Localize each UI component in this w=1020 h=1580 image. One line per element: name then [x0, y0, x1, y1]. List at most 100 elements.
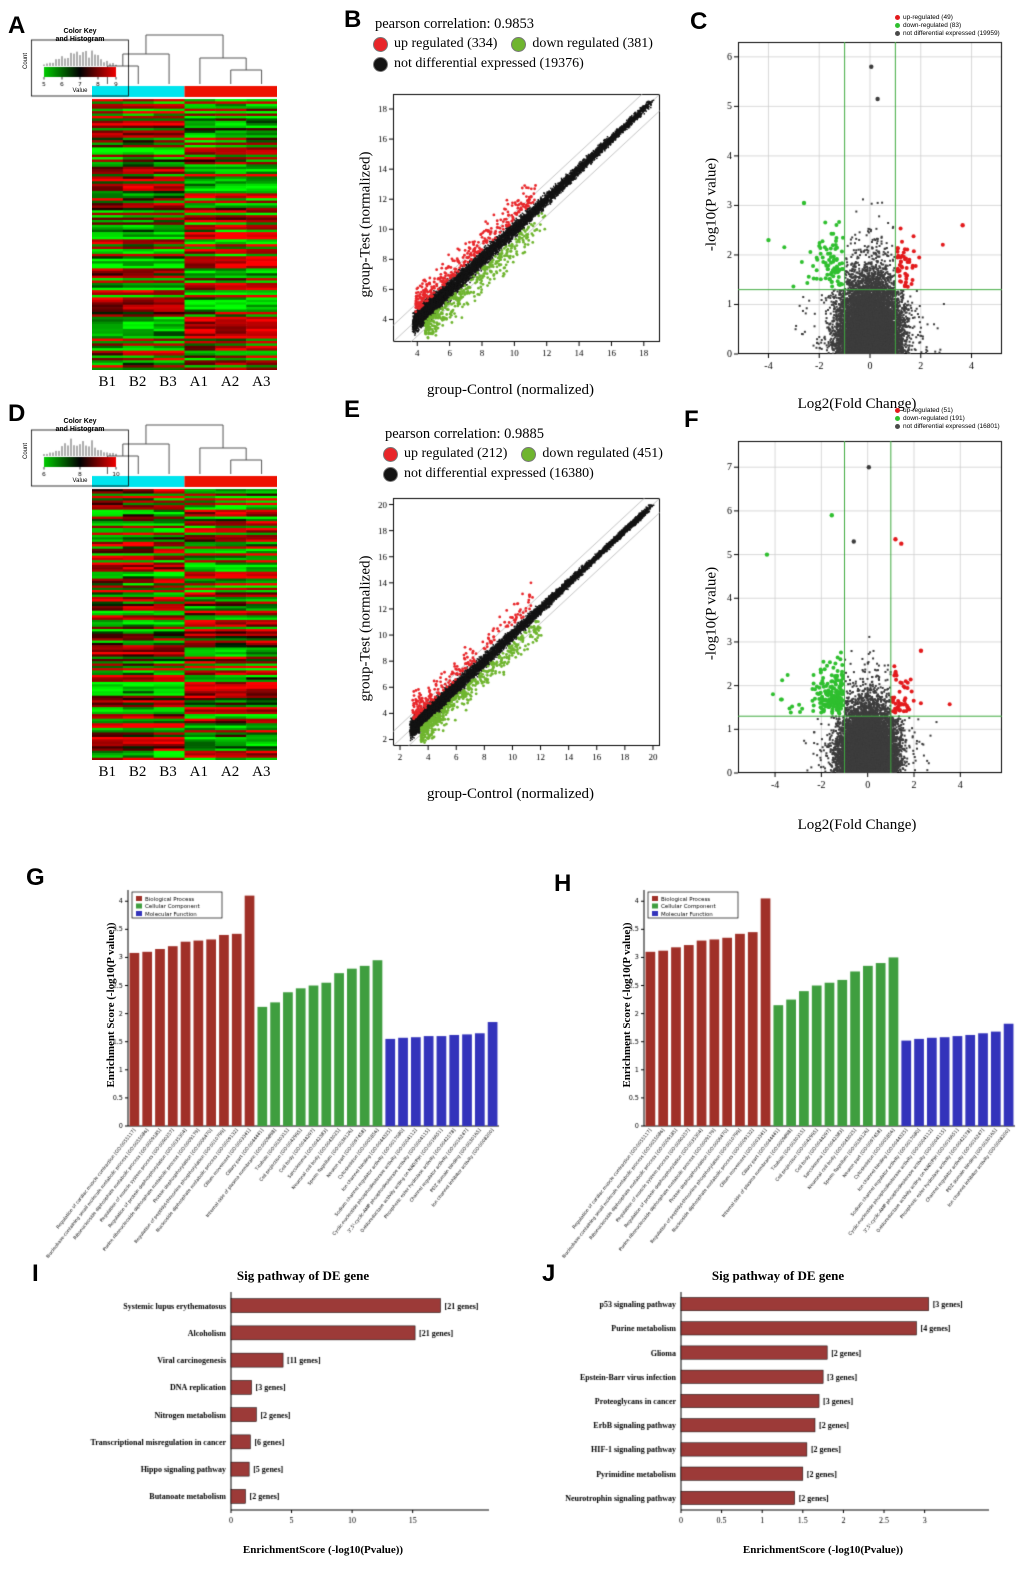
heatmap-column-label: A3 [252, 764, 271, 780]
legend-label: not differential expressed (16801) [903, 423, 1000, 430]
panel-f-volcano: up-regulated (51) down-regulated (191) not… [690, 405, 1020, 833]
legend-row: up regulated (212) down regulated (451) [383, 446, 683, 462]
legend-row: not differential expressed (19959) [895, 30, 1014, 37]
legend-label: up regulated (334) [394, 36, 498, 51]
volcano-legend: up-regulated (51) down-regulated (191) not… [895, 407, 1014, 431]
panel-b-scatter: pearson correlation: 0.9853 up regulated… [345, 8, 675, 403]
go-ylabel: Enrichment Score (-log10(P value)) [621, 922, 633, 1088]
heatmap-column-label: B1 [98, 374, 116, 390]
legend-dot [373, 56, 388, 72]
panel-a-heatmap: Color Key and Histogram Value Count B1 B2… [23, 22, 290, 394]
legend-label: up-regulated (51) [903, 407, 953, 414]
scatter-legend: up regulated (212) down regulated (451) no… [383, 446, 683, 486]
go-ylabel: Enrichment Score (-log10(P value)) [105, 922, 117, 1088]
volcano-canvas [702, 433, 1012, 815]
panel-h-go-bar: Enrichment Score (-log10(P value)) [538, 866, 1020, 1266]
color-key-canvas [30, 26, 130, 98]
scatter-ylabel: group-Test (normalized) [357, 555, 374, 702]
scatter-ylabel: group-Test (normalized) [357, 151, 374, 298]
heatmap-column-label: B2 [128, 374, 147, 390]
legend-dot [895, 424, 900, 429]
panel-d-heatmap: Color Key and Histogram Value Count B1 B2… [23, 412, 290, 784]
go-bar-canvas [546, 878, 1020, 1266]
pathway-xlabel: EnrichmentScore (-log10(Pvalue)) [742, 1544, 904, 1556]
panel-g-go-bar: Enrichment Score (-log10(P value)) [22, 866, 522, 1266]
legend-dot [895, 15, 900, 20]
legend-dot [895, 416, 900, 421]
color-key-title: Color Key and Histogram [34, 28, 126, 44]
panel-label-f: F [684, 406, 699, 433]
legend-row: not differential expressed (16801) [895, 423, 1014, 430]
legend-row: down-regulated (191) [895, 415, 1014, 422]
heatmap-column-labels: B1 B2 B3 A1 A2 A3 [92, 764, 277, 781]
scatter-xlabel: group-Control (normalized) [426, 382, 595, 398]
pathway-xlabel: EnrichmentScore (-log10(Pvalue)) [242, 1544, 404, 1556]
legend-label: not differential expressed (16380) [404, 466, 594, 481]
scatter-legend: up regulated (334) down regulated (381) no… [373, 36, 673, 76]
go-bar-canvas [30, 878, 505, 1266]
scatter-title: pearson correlation: 0.9885 [385, 426, 545, 442]
pathway-title: Sig pathway of DE gene [711, 1268, 845, 1283]
panel-label-d: D [8, 400, 26, 427]
heatmap-column-label: A2 [220, 764, 240, 780]
pathway-canvas [36, 1288, 511, 1540]
scatter-title: pearson correlation: 0.9853 [375, 16, 535, 32]
heatmap-column-label: A1 [189, 764, 208, 780]
panel-label-c: C [690, 8, 708, 35]
heatmap-column-label: A2 [220, 374, 240, 390]
legend-label: up-regulated (49) [903, 14, 953, 21]
legend-label: up regulated (212) [404, 446, 508, 461]
volcano-xlabel: Log2(Fold Change) [797, 396, 917, 412]
legend-label: down-regulated (83) [903, 22, 962, 29]
legend-dot [895, 31, 900, 36]
heatmap-column-label: A1 [189, 374, 208, 390]
legend-label: down regulated (451) [542, 446, 663, 461]
heatmap-column-label: A3 [252, 374, 271, 390]
legend-dot [383, 446, 398, 462]
legend-label: not differential expressed (19959) [903, 30, 1000, 37]
legend-row: not differential expressed (16380) [383, 466, 683, 482]
pathway-title: Sig pathway of DE gene [236, 1268, 370, 1283]
color-key-title-line2: and Histogram [55, 426, 105, 434]
color-key-title-line1: Color Key [63, 28, 97, 35]
panel-label-e: E [344, 396, 361, 423]
legend-row: up-regulated (49) [895, 14, 1014, 21]
legend-row: up-regulated (51) [895, 407, 1014, 414]
color-key-title: Color Key and Histogram [34, 418, 126, 434]
heatmap-column-label: B1 [98, 764, 116, 780]
panel-i-pathway: Sig pathway of DE gene EnrichmentScore (… [28, 1262, 518, 1567]
volcano-ylabel: -log10(P value) [703, 566, 720, 661]
legend-row: not differential expressed (19376) [373, 56, 673, 72]
legend-row: down-regulated (83) [895, 22, 1014, 29]
panel-c-volcano: up-regulated (49)down-regulated (83)not … [690, 8, 1020, 413]
legend-row: up regulated (334) down regulated (381) [373, 36, 673, 52]
volcano-legend: up-regulated (49)down-regulated (83)not … [895, 14, 1014, 38]
color-key-count-label: Count [23, 52, 30, 70]
color-key-count-label: Count [23, 442, 30, 460]
panel-label-h: H [554, 870, 572, 897]
legend-label: not differential expressed (19376) [394, 56, 584, 71]
heatmap-column-labels: B1 B2 B3 A1 A2 A3 [92, 374, 277, 391]
legend-dot [511, 36, 527, 52]
pathway-canvas [541, 1288, 1011, 1540]
panel-label-b: B [344, 6, 362, 33]
volcano-canvas [702, 34, 1012, 396]
heatmap-column-label: B3 [159, 374, 177, 390]
heatmap-column-label: B2 [128, 764, 147, 780]
color-key-value-label: Value [72, 478, 88, 484]
color-key-value-label: Value [72, 88, 88, 94]
panel-label-j: J [542, 1260, 556, 1287]
panel-e-scatter: pearson correlation: 0.9885 up regulated… [345, 396, 675, 802]
legend-dot [373, 36, 388, 52]
panel-label-a: A [8, 12, 26, 39]
scatter-canvas [353, 88, 668, 380]
legend-dot [895, 23, 900, 28]
scatter-canvas [353, 492, 668, 784]
volcano-xlabel: Log2(Fold Change) [797, 817, 917, 833]
heatmap-column-label: B3 [159, 764, 177, 780]
legend-dot [521, 446, 537, 462]
panel-label-g: G [26, 864, 45, 891]
color-key-title-line2: and Histogram [55, 36, 105, 44]
volcano-ylabel: -log10(P value) [703, 157, 720, 252]
